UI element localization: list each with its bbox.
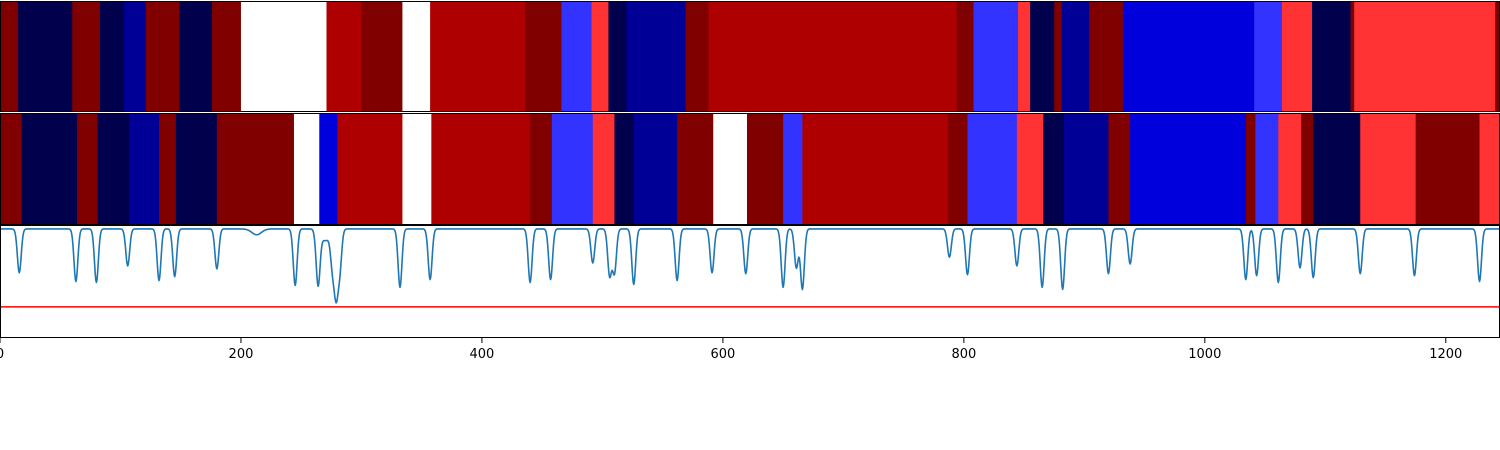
heatmap-cell-0-28 xyxy=(1254,1,1283,112)
heatmap-cell-0-9 xyxy=(326,1,362,112)
heatmap-cell-1-5 xyxy=(159,113,177,225)
heatmap-cell-0-14 xyxy=(561,1,592,112)
heatmap-cell-0-33 xyxy=(1495,1,1500,112)
signal-series-line xyxy=(0,228,1500,304)
heatmap-top xyxy=(0,1,1500,112)
heatmap-cell-0-20 xyxy=(956,1,974,112)
heatmap-cell-0-5 xyxy=(145,1,180,112)
heatmap-cell-1-17 xyxy=(633,113,678,225)
heatmap-cell-1-25 xyxy=(1016,113,1044,225)
heatmap-cell-1-0 xyxy=(0,113,23,225)
heatmap-cell-0-21 xyxy=(973,1,1019,112)
heatmap-cell-1-33 xyxy=(1301,113,1314,225)
heatmap-cell-1-26 xyxy=(1043,113,1065,225)
heatmap-cell-1-14 xyxy=(551,113,594,225)
heatmap-cell-0-16 xyxy=(608,1,627,112)
heatmap-cell-0-3 xyxy=(100,1,125,112)
heatmap-cell-0-22 xyxy=(1018,1,1031,112)
heatmap-cell-1-9 xyxy=(319,113,338,225)
heatmap-cell-0-29 xyxy=(1281,1,1313,112)
heatmap-bottom xyxy=(0,113,1500,225)
heatmap-cell-1-31 xyxy=(1255,113,1279,225)
heatmap-cell-1-35 xyxy=(1360,113,1417,225)
heatmap-cell-1-6 xyxy=(175,113,218,225)
heatmap-cell-1-13 xyxy=(530,113,553,225)
heatmap-cell-1-30 xyxy=(1245,113,1256,225)
heatmap-cell-0-32 xyxy=(1354,1,1496,112)
x-tick-label-5: 1000 xyxy=(1188,347,1221,362)
heatmap-cell-1-19 xyxy=(713,113,748,225)
heatmap-cell-0-15 xyxy=(591,1,609,112)
heatmap-cell-0-4 xyxy=(124,1,147,112)
heatmap-cell-0-18 xyxy=(685,1,709,112)
x-tick-label-1: 200 xyxy=(229,347,254,362)
heatmap-cell-1-28 xyxy=(1108,113,1131,225)
heatmap-cell-1-1 xyxy=(21,113,78,225)
heatmap-cell-0-17 xyxy=(626,1,686,112)
x-tick-label-4: 800 xyxy=(951,347,976,362)
heatmap-cell-1-2 xyxy=(77,113,98,225)
heatmap-cell-1-22 xyxy=(802,113,949,225)
heatmap-cell-0-1 xyxy=(18,1,73,112)
heatmap-cell-1-37 xyxy=(1479,113,1500,225)
heatmap-cell-0-12 xyxy=(430,1,526,112)
heatmap-cell-0-19 xyxy=(708,1,958,112)
heatmap-cell-1-3 xyxy=(97,113,130,225)
heatmap-cell-0-10 xyxy=(361,1,403,112)
heatmap-cell-1-34 xyxy=(1313,113,1361,225)
heatmap-cell-0-11 xyxy=(402,1,431,112)
heatmap-cell-0-26 xyxy=(1089,1,1124,112)
heatmap-cell-1-10 xyxy=(337,113,403,225)
x-axis: 0 200 400 600 800 1000 1200 xyxy=(0,338,1462,362)
heatmap-cell-0-31 xyxy=(1350,1,1355,112)
heatmap-cell-0-13 xyxy=(525,1,562,112)
heatmap-cell-0-0 xyxy=(0,1,19,112)
x-tick-label-3: 600 xyxy=(710,347,735,362)
heatmap-cell-1-12 xyxy=(431,113,531,225)
x-tick-label-6: 1200 xyxy=(1429,347,1462,362)
heatmap-cell-0-2 xyxy=(72,1,101,112)
heatmap-cell-1-36 xyxy=(1415,113,1480,225)
heatmap-cell-1-21 xyxy=(783,113,803,225)
heatmap-cell-1-24 xyxy=(967,113,1018,225)
heatmap-cell-0-23 xyxy=(1030,1,1055,112)
heatmap-cell-1-18 xyxy=(677,113,714,225)
heatmap-cell-1-20 xyxy=(746,113,784,225)
heatmap-cell-1-23 xyxy=(948,113,968,225)
heatmap-cell-1-7 xyxy=(216,113,295,225)
x-tick-label-2: 400 xyxy=(470,347,495,362)
heatmap-cell-0-8 xyxy=(240,1,327,112)
heatmap-cell-1-27 xyxy=(1063,113,1109,225)
heatmap-cell-1-8 xyxy=(293,113,320,225)
heatmap-cell-0-30 xyxy=(1312,1,1351,112)
heatmap-cell-0-27 xyxy=(1122,1,1255,112)
heatmap-cell-1-11 xyxy=(402,113,432,225)
heatmap-cell-1-29 xyxy=(1130,113,1247,225)
heatmap-cell-1-32 xyxy=(1278,113,1302,225)
heatmap-cell-0-7 xyxy=(212,1,242,112)
heatmap-cell-1-16 xyxy=(614,113,635,225)
line-panel xyxy=(0,228,1500,308)
heatmap-cell-0-6 xyxy=(179,1,213,112)
heatmap-cell-0-25 xyxy=(1061,1,1090,112)
heatmap-cell-1-15 xyxy=(592,113,615,225)
heatmap-cell-1-4 xyxy=(128,113,160,225)
x-tick-label-0: 0 xyxy=(0,347,4,362)
heatmap-cell-0-24 xyxy=(1054,1,1062,112)
